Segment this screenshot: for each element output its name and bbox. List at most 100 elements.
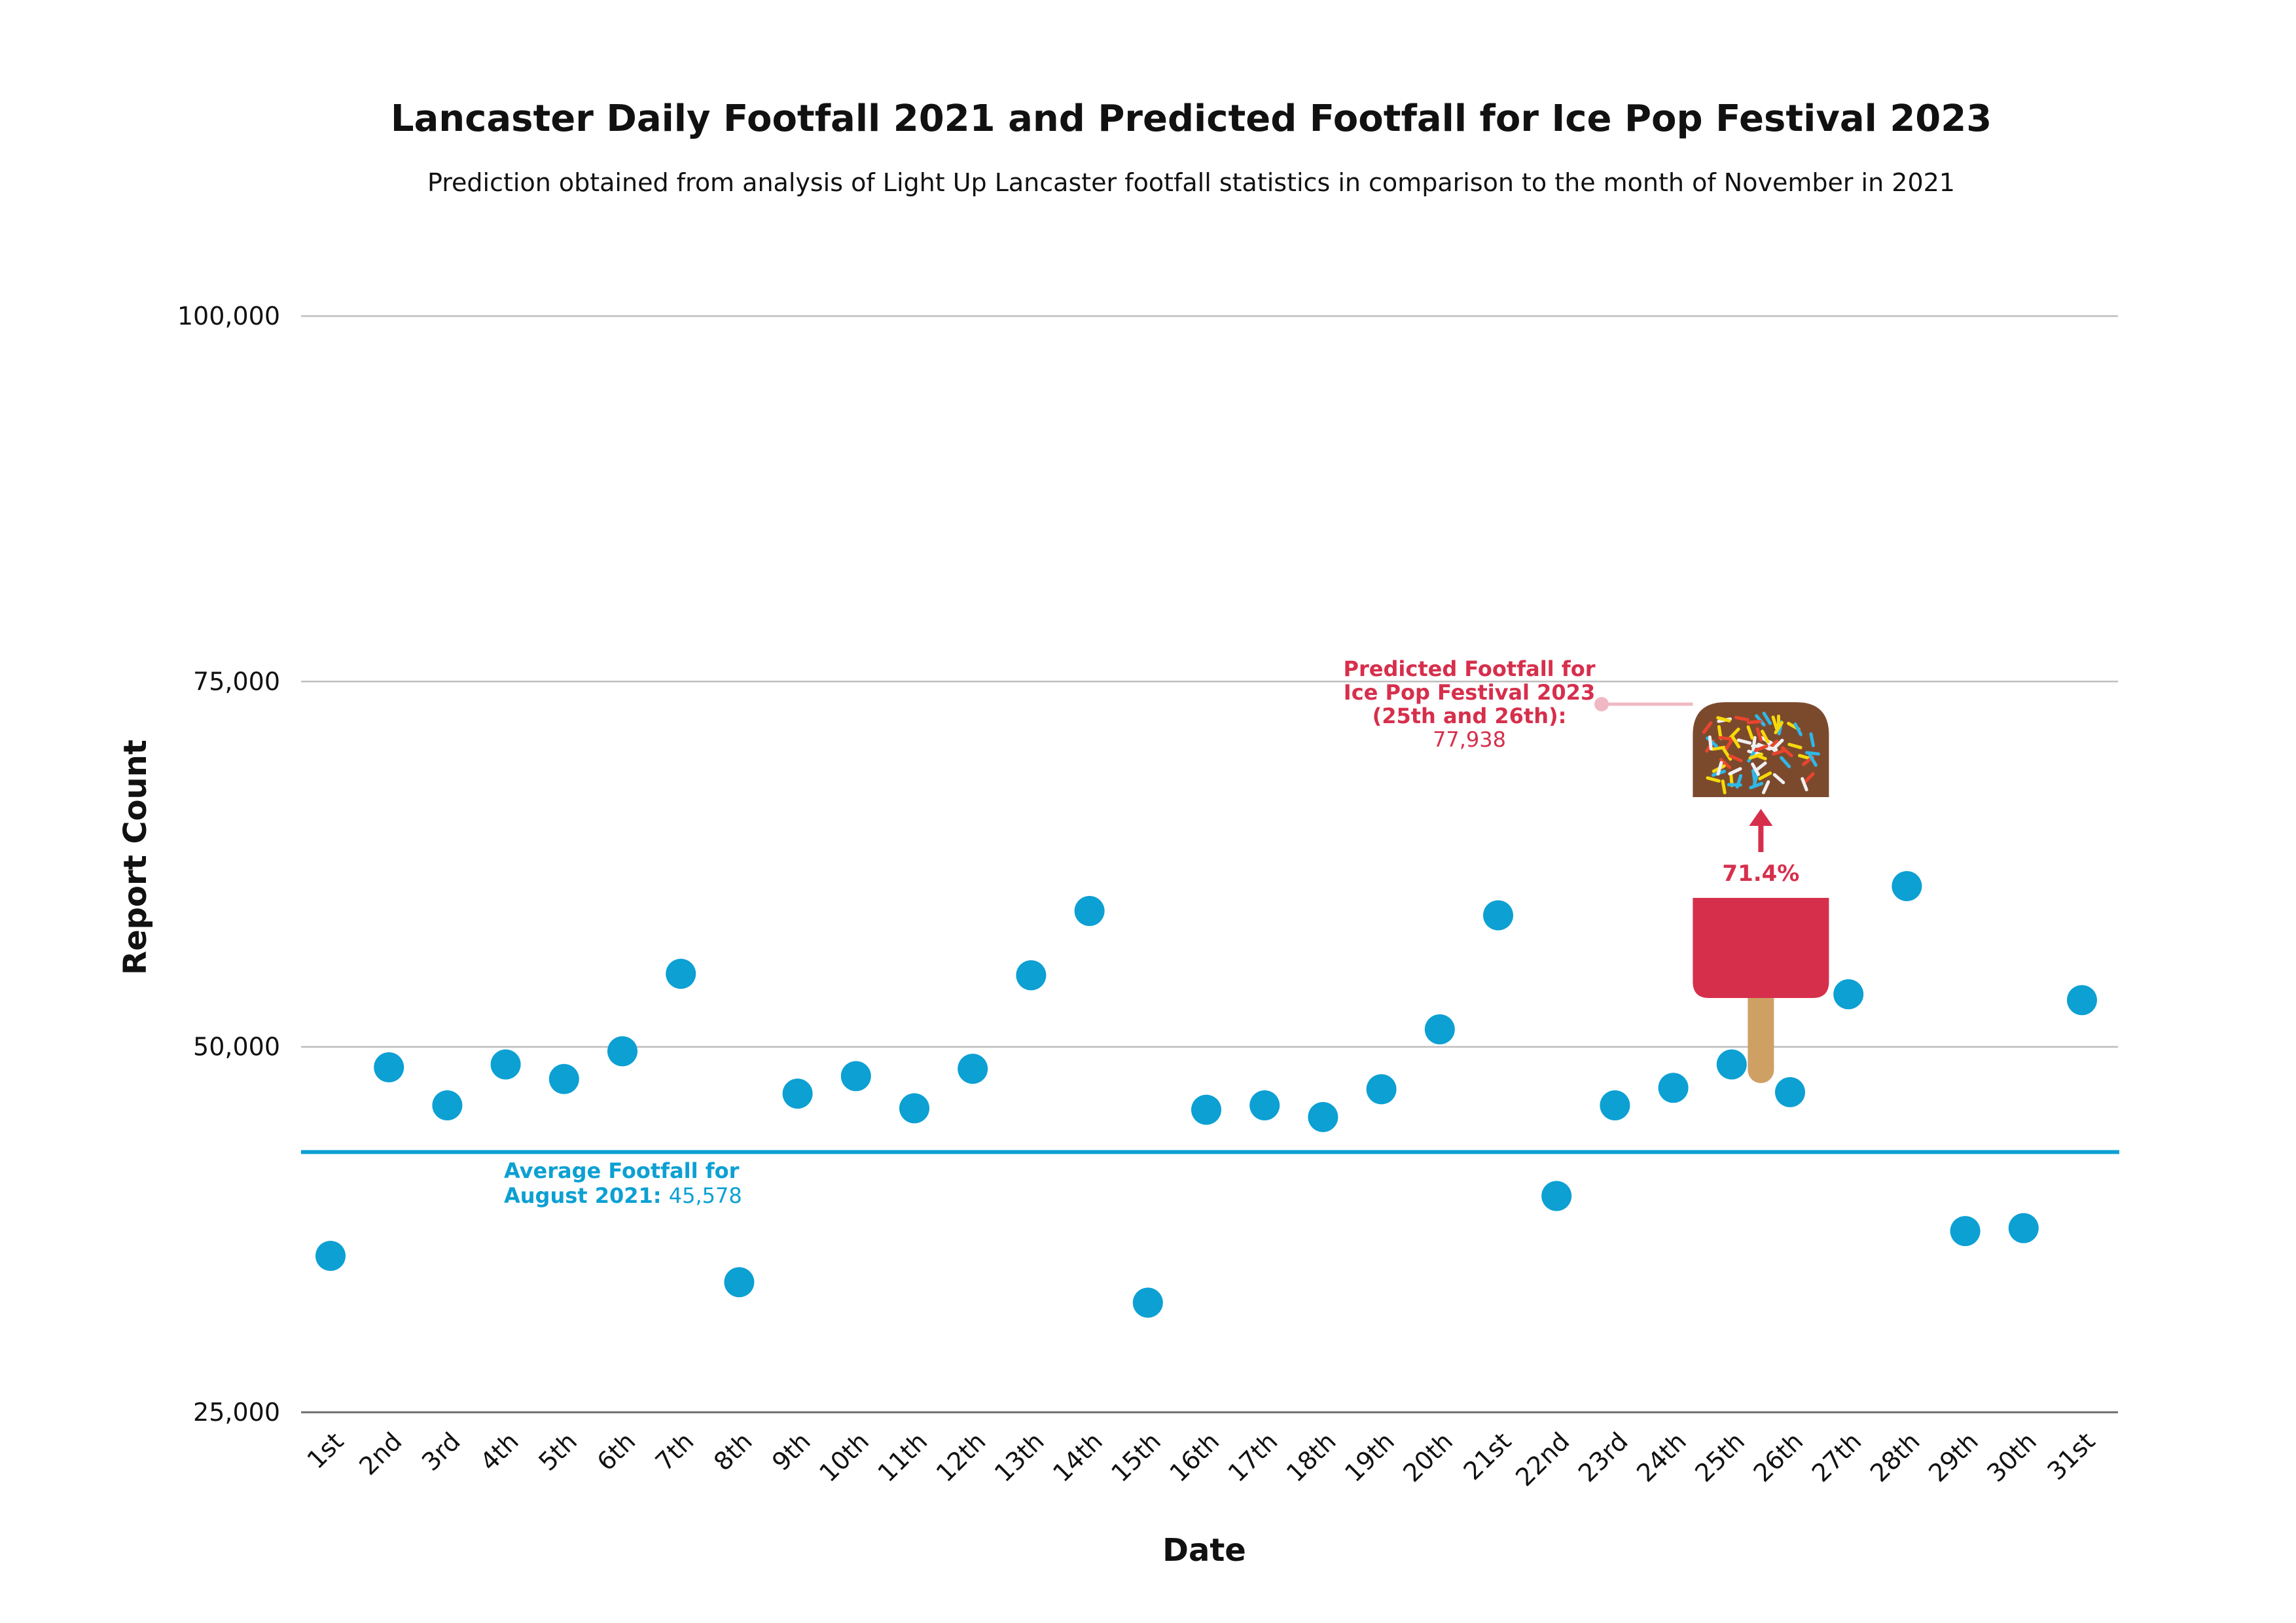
sprinkle <box>1702 721 1713 734</box>
data-point <box>1775 1077 1805 1107</box>
x-tick-label: 22nd <box>1510 1427 1575 1491</box>
sprinkle <box>1787 743 1803 749</box>
data-point <box>374 1052 404 1082</box>
data-point <box>1249 1090 1280 1120</box>
average-label-line: Average Footfall for <box>504 1158 740 1183</box>
data-point <box>1424 1014 1455 1044</box>
chart-subtitle: Prediction obtained from analysis of Lig… <box>427 168 1955 197</box>
data-point <box>1483 900 1513 931</box>
x-tick-label: 7th <box>650 1427 700 1476</box>
sprinkle <box>1753 744 1768 753</box>
sprinkle <box>1716 716 1731 722</box>
x-tick-label: 14th <box>1047 1427 1108 1488</box>
sprinkle <box>1734 715 1749 722</box>
sprinkle <box>1809 732 1815 747</box>
x-tick-label: 18th <box>1281 1427 1342 1488</box>
y-tick-label: 50,000 <box>193 1033 280 1061</box>
sprinkle <box>1772 773 1785 785</box>
x-tick-label: 24th <box>1631 1427 1692 1488</box>
sprinkle <box>1804 751 1820 756</box>
arrow-head <box>1749 809 1773 826</box>
sprinkle <box>1719 758 1732 770</box>
sprinkle <box>1808 753 1818 767</box>
data-point <box>315 1241 346 1272</box>
x-tick-label: 25th <box>1689 1427 1750 1488</box>
ice-pop-stick <box>1748 985 1774 1083</box>
data-point <box>2008 1213 2039 1243</box>
x-tick-label: 29th <box>1923 1427 1984 1488</box>
data-point <box>548 1063 579 1094</box>
data-point <box>1132 1287 1163 1318</box>
y-tick-label: 25,000 <box>193 1398 280 1427</box>
y-tick-label: 100,000 <box>177 302 280 330</box>
data-point <box>1074 895 1105 926</box>
data-point <box>724 1267 755 1298</box>
sprinkle <box>1722 747 1732 761</box>
y-tick-labels: 25,000 50,000 75,000 100,000 <box>177 302 280 1427</box>
x-tick-label: 20th <box>1397 1427 1458 1488</box>
sprinkle <box>1754 761 1767 772</box>
data-point <box>1366 1074 1397 1105</box>
x-tick-label: 12th <box>931 1427 992 1488</box>
x-tick-label: 26th <box>1748 1427 1808 1488</box>
x-tick-label: 3rd <box>416 1427 466 1476</box>
data-point <box>1716 1049 1747 1080</box>
data-point <box>490 1049 521 1080</box>
prediction-label-line: Ice Pop Festival 2023 <box>1344 680 1595 705</box>
x-tick-label: 23rd <box>1573 1427 1634 1488</box>
sprinkle <box>1772 738 1784 751</box>
sprinkle <box>1736 738 1752 745</box>
sprinkle <box>1801 777 1808 792</box>
x-tick-label: 16th <box>1164 1427 1225 1488</box>
data-point <box>1950 1216 1981 1247</box>
sprinkle <box>1710 745 1726 751</box>
data-point <box>432 1090 463 1120</box>
x-axis-title: Date <box>1162 1532 1246 1569</box>
data-point <box>1541 1181 1572 1211</box>
data-point <box>899 1093 929 1124</box>
x-tick-label: 15th <box>1105 1427 1166 1488</box>
data-point <box>1833 979 1864 1010</box>
data-point <box>840 1061 871 1092</box>
x-tick-label: 30th <box>1981 1427 2042 1488</box>
x-tick-label: 2nd <box>353 1427 407 1480</box>
data-points <box>315 871 2097 1318</box>
sprinkle <box>1762 711 1772 725</box>
sprinkle <box>1731 735 1741 749</box>
sprinkle <box>1729 754 1743 762</box>
x-tick-label: 8th <box>708 1427 758 1476</box>
sprinkle <box>1781 746 1793 758</box>
sprinkle <box>1774 721 1784 734</box>
prediction-value-label: 77,938 <box>1433 727 1506 752</box>
data-point <box>1308 1101 1338 1132</box>
x-tick-label: 1st <box>302 1427 350 1474</box>
sprinkle <box>1748 753 1763 760</box>
x-tick-label: 4th <box>475 1427 524 1476</box>
data-point <box>958 1054 988 1084</box>
change-label: 71.4% <box>1722 861 1799 887</box>
data-point <box>2067 985 2097 1016</box>
x-tick-label: 17th <box>1223 1427 1283 1488</box>
sprinkle <box>1771 715 1778 730</box>
chart-title: Lancaster Daily Footfall 2021 and Predic… <box>391 98 1992 140</box>
sprinkle <box>1706 776 1721 783</box>
sprinkle <box>1746 719 1762 724</box>
ice-pop-illustration: 71.4% <box>1594 697 1829 1083</box>
x-tick-labels: 1st 2nd 3rd 4th 5th 6th 7th 8th 9th10th11th12th1… <box>302 1427 2101 1491</box>
average-label-line: August 2021: 45,578 <box>504 1183 742 1208</box>
x-tick-label: 9th <box>766 1427 816 1476</box>
x-tick-label: 27th <box>1806 1427 1867 1488</box>
sprinkle <box>1758 771 1772 781</box>
sprinkle <box>1723 738 1734 751</box>
average-value-label: 45,578 <box>669 1183 742 1208</box>
sprinkle <box>1772 749 1787 756</box>
sprinkle <box>1728 767 1742 776</box>
data-point <box>782 1079 813 1109</box>
x-tick-label: 13th <box>989 1427 1050 1488</box>
sprinkle <box>1735 774 1743 789</box>
y-axis-title: Report Count <box>117 740 154 975</box>
sprinkle <box>1717 736 1733 741</box>
x-tick-label: 6th <box>592 1427 641 1476</box>
